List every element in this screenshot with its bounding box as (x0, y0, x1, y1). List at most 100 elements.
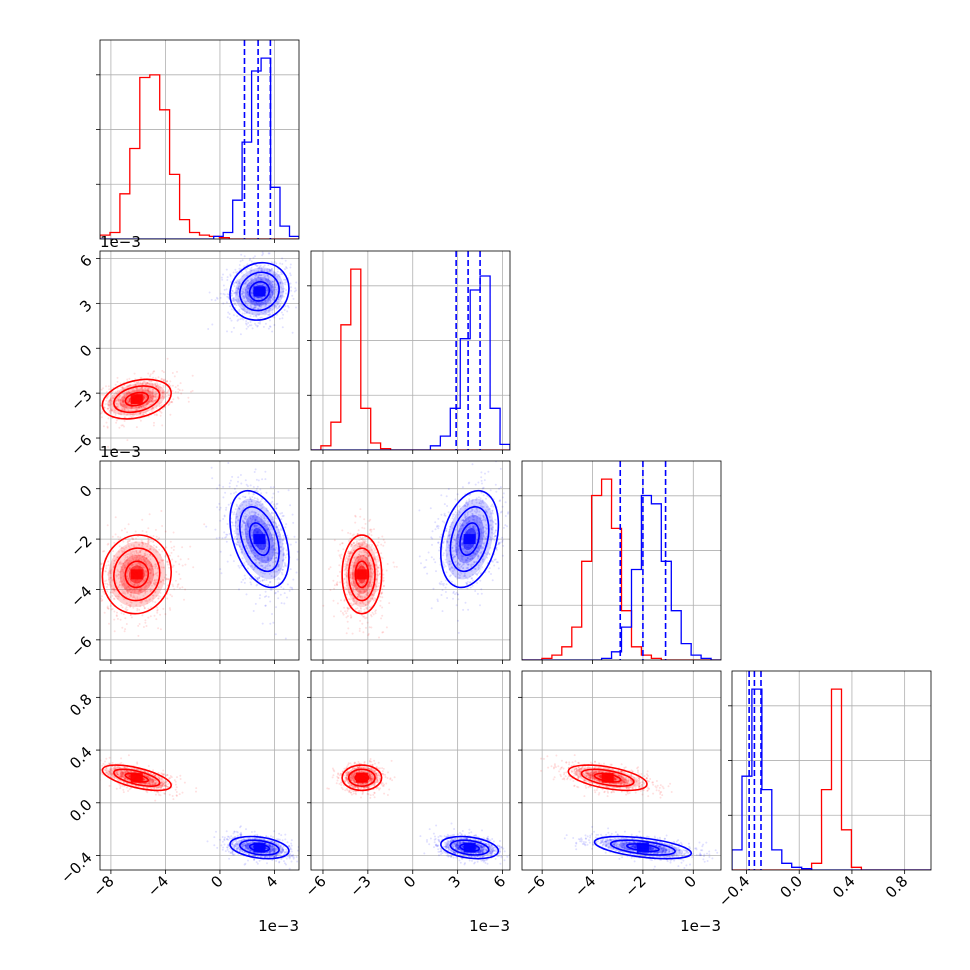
scatter-point (127, 579, 130, 582)
scatter-point (351, 577, 354, 580)
scatter-point (480, 528, 482, 531)
scatter-point (481, 531, 484, 534)
scatter-point (225, 535, 228, 538)
scatter-point (364, 559, 367, 561)
scatter-point (358, 581, 360, 584)
scatter-point (248, 502, 251, 505)
scatter-point (137, 554, 140, 557)
scatter-point (459, 522, 462, 525)
scatter-point (270, 269, 272, 272)
scatter-point (259, 305, 261, 308)
scatter-point (274, 286, 277, 289)
scatter-point (269, 269, 272, 272)
scatter-point (231, 475, 234, 478)
scatter-point (223, 293, 226, 296)
scatter-point (215, 296, 218, 299)
scatter-point (244, 524, 247, 527)
scatter-point (350, 552, 353, 555)
scatter-point (121, 606, 124, 609)
scatter-point (256, 516, 258, 519)
scatter-point (130, 407, 133, 410)
scatter-point (382, 544, 385, 547)
scatter-point (359, 563, 362, 565)
scatter-point (273, 551, 276, 554)
scatter-point (274, 279, 276, 282)
scatter-point (144, 387, 147, 390)
scatter-point (123, 403, 126, 406)
scatter-point (247, 287, 250, 290)
scatter-point (115, 575, 118, 578)
scatter-point (176, 384, 179, 387)
scatter-point (351, 564, 354, 567)
scatter-point (263, 276, 266, 278)
scatter-point (118, 398, 121, 401)
scatter-point (353, 556, 355, 559)
scatter-point (436, 600, 439, 603)
scatter-point (346, 560, 349, 563)
scatter-point (119, 385, 122, 388)
scatter-point (243, 312, 246, 315)
scatter-point (148, 577, 151, 580)
scatter-point (127, 591, 130, 594)
scatter-point (103, 550, 106, 553)
scatter-point (142, 579, 145, 582)
scatter-point (265, 303, 268, 306)
scatter-point (149, 589, 152, 592)
scatter-point (442, 561, 445, 564)
scatter-point (122, 591, 125, 594)
scatter-point (146, 403, 148, 406)
scatter-point (350, 615, 353, 618)
scatter-point (358, 553, 361, 556)
scatter-point (154, 591, 157, 594)
scatter-point (263, 268, 266, 271)
scatter-point (366, 607, 369, 610)
scatter-point (144, 381, 147, 384)
scatter-point (250, 299, 253, 302)
scatter-point (468, 516, 471, 519)
scatter-point (140, 600, 143, 603)
scatter-point (121, 405, 124, 407)
scatter-point (121, 399, 124, 401)
scatter-point (277, 307, 279, 310)
scatter-point (492, 532, 495, 535)
scatter-point (242, 578, 245, 581)
scatter-point (131, 596, 134, 599)
scatter-point (257, 314, 260, 317)
scatter-point (239, 541, 242, 544)
scatter-point (479, 547, 482, 550)
scatter-point (232, 297, 235, 300)
scatter-point (365, 589, 368, 592)
scatter-point (154, 590, 157, 593)
scatter-point (133, 591, 136, 594)
scatter-point (256, 485, 259, 488)
scatter-point (147, 388, 150, 390)
scatter-point (243, 496, 246, 499)
scatter-point (278, 275, 281, 278)
scatter-point (268, 581, 271, 584)
scatter-point (348, 591, 350, 594)
scatter-point (279, 512, 282, 515)
scatter-point (374, 610, 377, 613)
scatter-point (354, 515, 357, 518)
scatter-point (150, 380, 153, 383)
scatter-point (490, 505, 493, 508)
scatter-point (349, 551, 352, 554)
scatter-point (359, 590, 361, 593)
scatter-point (163, 566, 165, 569)
scatter-point (351, 594, 354, 597)
scatter-point (142, 566, 145, 569)
scatter-point (245, 310, 248, 313)
scatter-point (246, 279, 249, 282)
scatter-point (231, 299, 234, 302)
scatter-point (275, 262, 278, 265)
scatter-point (97, 416, 99, 418)
scatter-point (279, 271, 282, 274)
scatter-point (238, 507, 241, 510)
scatter-point (361, 526, 364, 529)
scatter-point (243, 296, 246, 299)
scatter-point (457, 557, 460, 560)
scatter-point (274, 556, 277, 559)
scatter-point (363, 518, 366, 521)
scatter-point (245, 528, 248, 531)
scatter-point (136, 609, 139, 612)
